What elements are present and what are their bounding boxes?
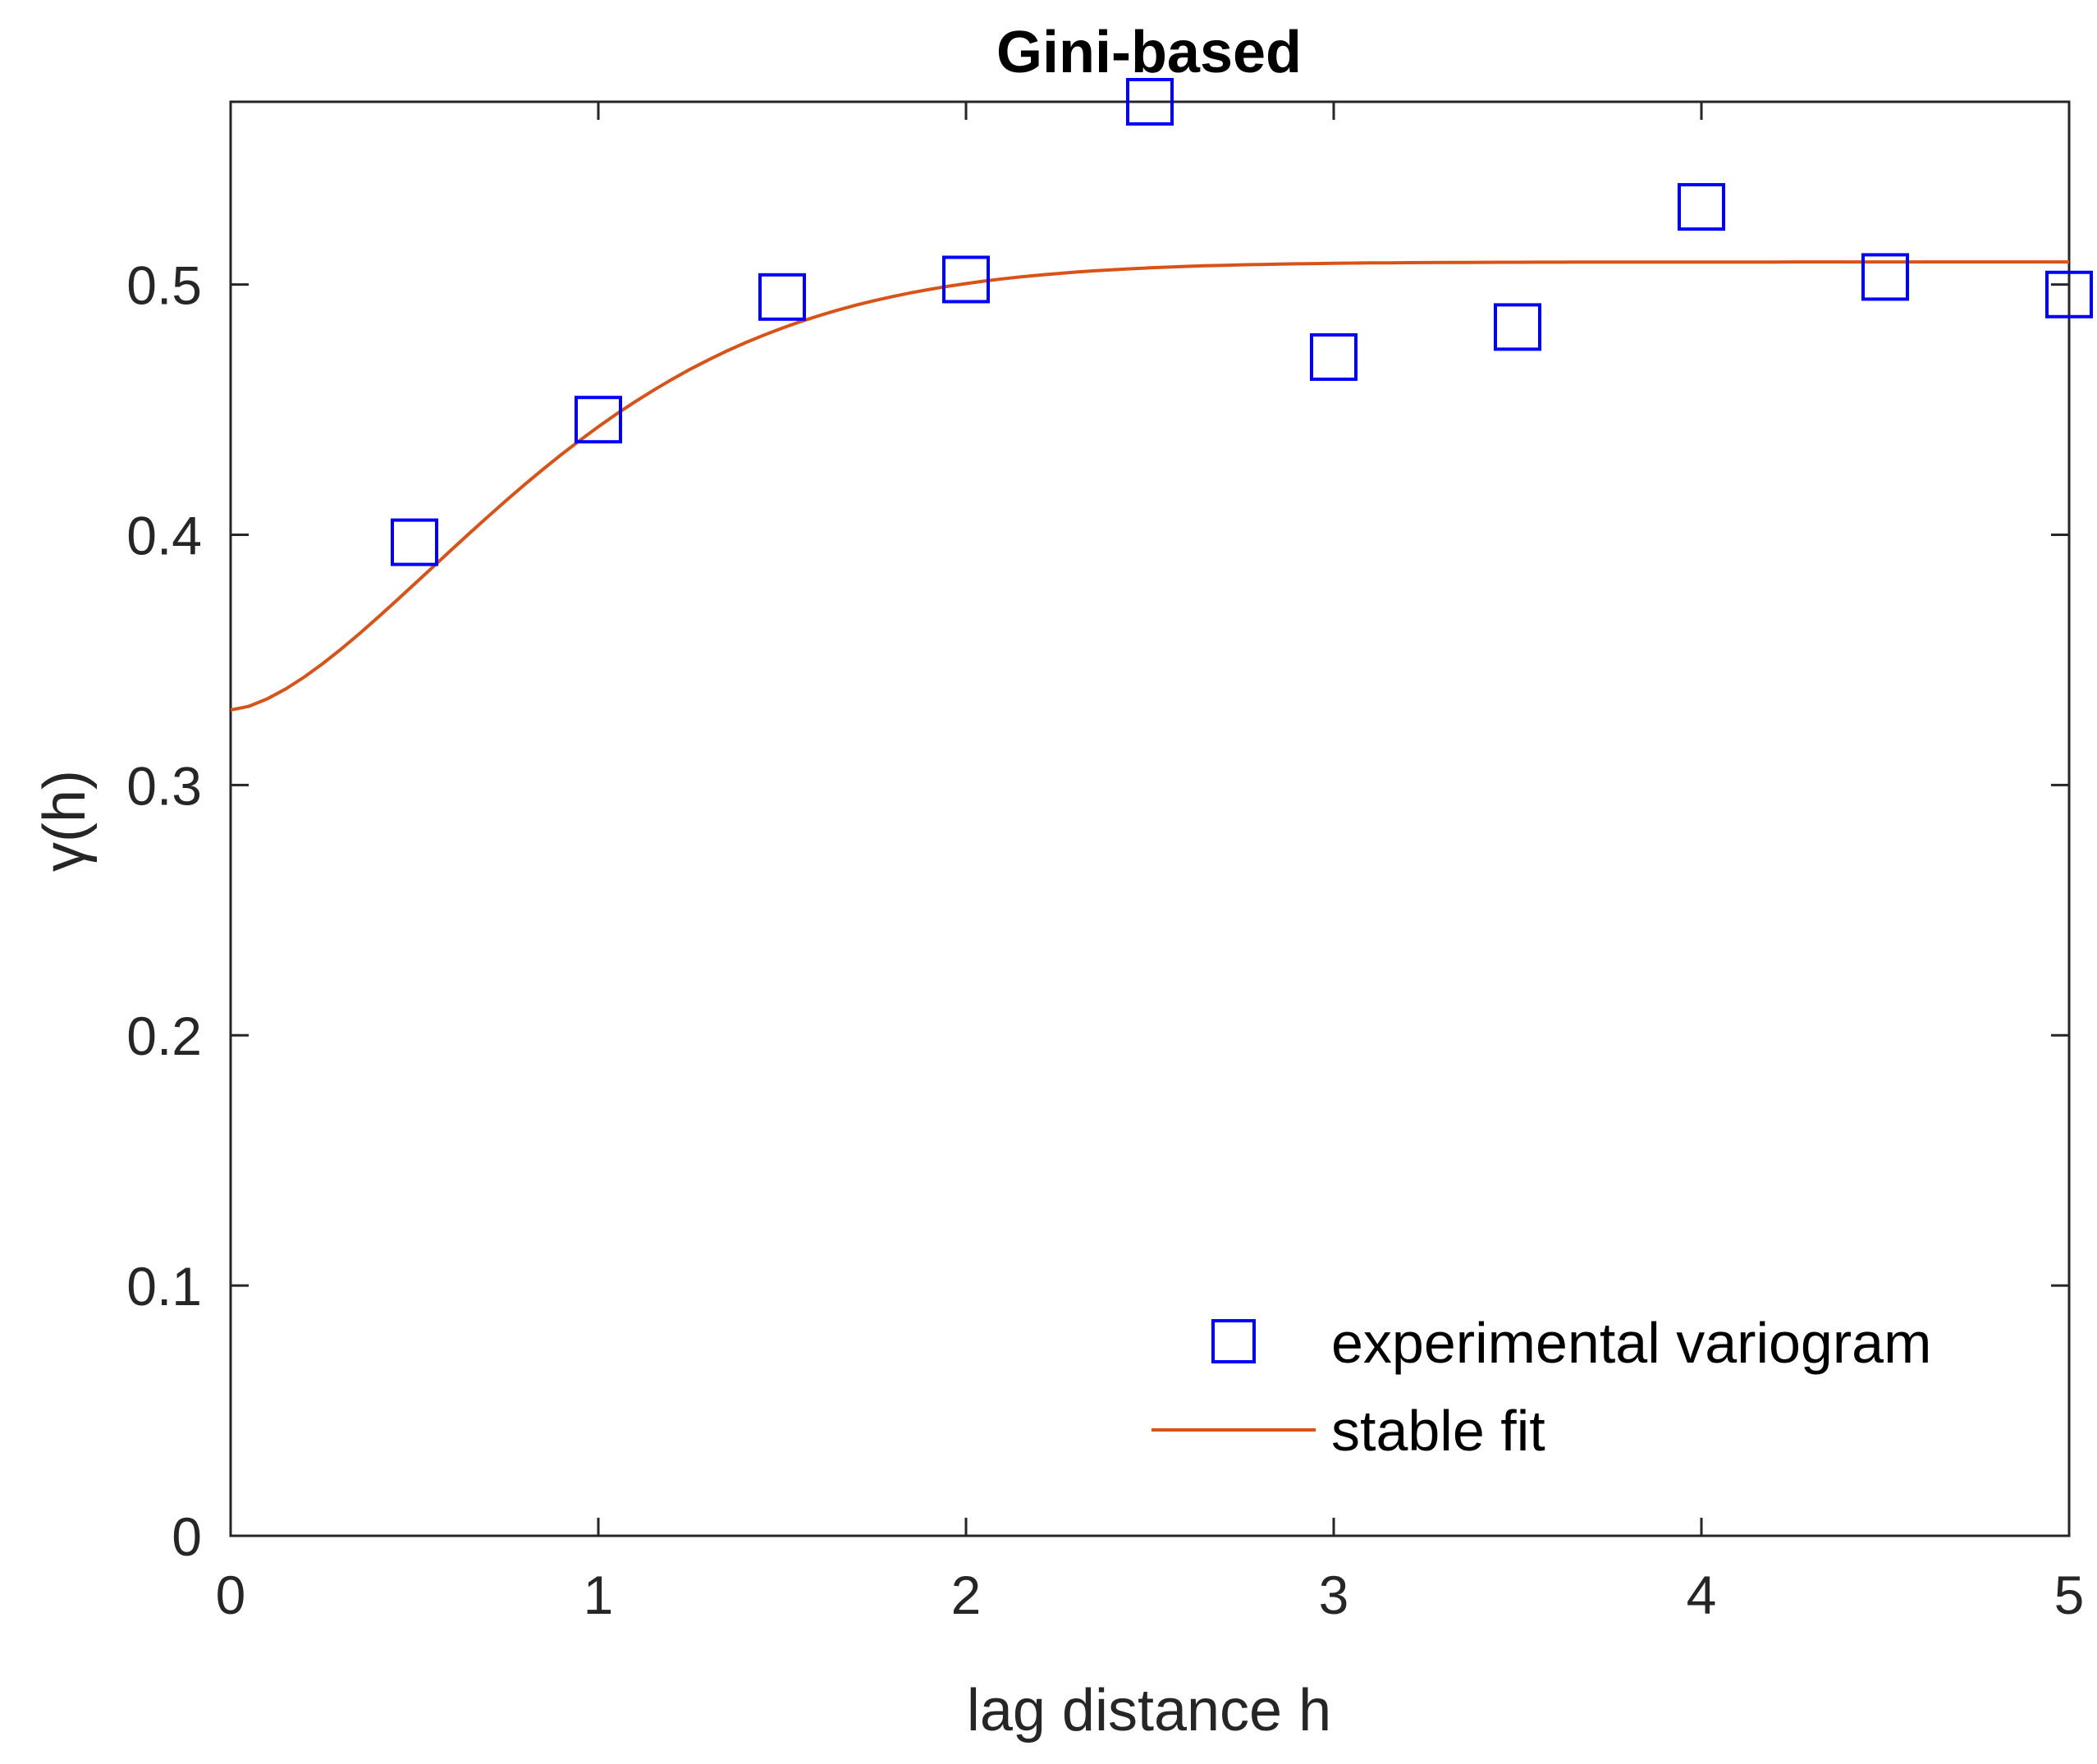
x-tick-label: 0 (216, 1565, 246, 1625)
experimental-point (575, 396, 622, 444)
experimental-point (942, 255, 990, 304)
experimental-point (1310, 332, 1358, 381)
plot-frame (229, 100, 2071, 1537)
y-tick-label: 0.5 (126, 255, 202, 316)
legend: experimental variogram stable fit (1152, 1311, 1931, 1463)
experimental-point (391, 518, 438, 566)
x-tick-label: 3 (1319, 1565, 1349, 1625)
plot-box (229, 100, 2071, 1537)
fit-series (230, 260, 2069, 712)
stable-fit-line (230, 260, 2069, 712)
y-tick-label: 0.4 (126, 505, 202, 566)
x-axis-label: lag distance h (967, 1678, 1331, 1743)
experimental-point (1126, 78, 1174, 126)
experimental-point (1861, 253, 1909, 301)
x-tick-label: 1 (584, 1565, 614, 1625)
y-axis-ticks: 0 0.1 0.2 0.3 0.4 0.5 (126, 255, 2069, 1567)
y-tick-label: 0 (172, 1506, 202, 1567)
x-tick-label: 4 (1687, 1565, 1717, 1625)
legend-label-fit: stable fit (1331, 1399, 1545, 1463)
chart-title: Gini-based (996, 20, 1302, 85)
experimental-point (758, 273, 806, 321)
y-axis-label: γ(h) (32, 770, 98, 872)
y-tick-label: 0.3 (126, 755, 202, 816)
experimental-point (1494, 303, 1541, 351)
experimental-point (1678, 183, 1725, 231)
legend-label-experimental: experimental variogram (1331, 1311, 1931, 1375)
y-tick-label: 0.1 (126, 1256, 202, 1317)
x-tick-label: 5 (2054, 1565, 2085, 1625)
experimental-series (391, 78, 2093, 566)
y-tick-label: 0.2 (126, 1006, 202, 1066)
legend-marker-square (1211, 1319, 1256, 1363)
x-axis-ticks: 0 1 2 3 4 5 (216, 102, 2085, 1625)
experimental-point (2045, 270, 2093, 318)
x-tick-label: 2 (951, 1565, 982, 1625)
